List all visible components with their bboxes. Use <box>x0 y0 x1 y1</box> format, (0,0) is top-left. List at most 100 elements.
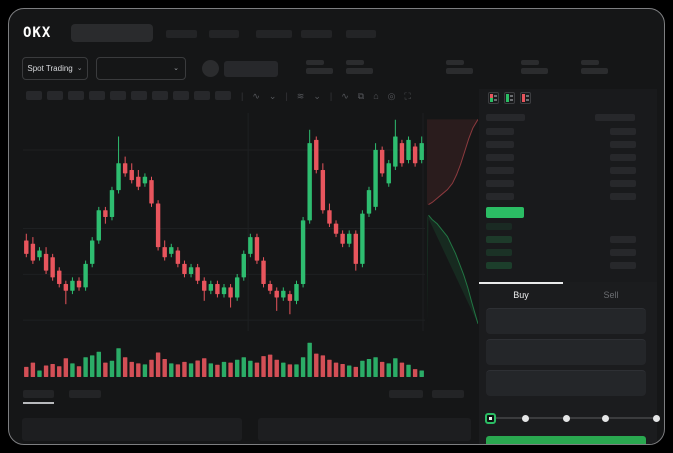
volume-bar <box>294 364 299 377</box>
ask-row-3-price[interactable] <box>486 167 514 174</box>
bottom-action-left[interactable] <box>389 390 423 398</box>
interval-button-5[interactable] <box>131 91 147 100</box>
chevron-down-icon[interactable]: ⌄ <box>268 91 277 101</box>
volume-chart <box>24 342 424 377</box>
tab-buy[interactable]: Buy <box>513 290 529 300</box>
bottom-action-right[interactable] <box>432 390 464 398</box>
volume-bar <box>320 355 326 377</box>
candle <box>379 149 385 174</box>
depth-chart[interactable] <box>427 113 478 326</box>
chevron-down-icon[interactable]: ⌄ <box>313 91 321 101</box>
candle <box>109 190 115 217</box>
ask-row-2-amount[interactable] <box>610 154 636 161</box>
candle <box>274 290 279 298</box>
pair-name-placeholder[interactable] <box>224 61 278 77</box>
ask-row-3-amount[interactable] <box>610 167 636 174</box>
last-price-badge[interactable] <box>486 207 524 218</box>
interval-button-7[interactable] <box>173 91 189 100</box>
slider-stop-2[interactable] <box>563 415 571 422</box>
volume-bar <box>307 342 312 377</box>
interval-button-6[interactable] <box>152 91 168 100</box>
candle <box>70 280 75 291</box>
divider: | <box>329 91 333 101</box>
candle-style-icon[interactable]: ∿ <box>252 91 260 101</box>
interval-button-1[interactable] <box>47 91 63 100</box>
ask-row-1-amount[interactable] <box>610 141 636 148</box>
orderbook-view-asks-icon[interactable] <box>520 92 531 104</box>
app-window: OKX Spot Trading ⌄ ⌄ | ∿ ⌄ | ≋ ⌄ | ∿ ⧉ ⌂ ◎ ⛶ Buy <box>8 8 665 445</box>
volume-bar <box>254 362 260 377</box>
volume-bar <box>122 357 128 377</box>
candle <box>347 233 352 244</box>
nav-item-3[interactable] <box>301 30 332 38</box>
buy-submit-button[interactable] <box>486 436 646 444</box>
bid-row-3-amount[interactable] <box>610 262 636 269</box>
orderbook-view-bids-icon[interactable] <box>504 92 515 104</box>
nav-item-1[interactable] <box>209 30 239 38</box>
candle <box>208 284 214 291</box>
nav-item-0[interactable] <box>166 30 197 38</box>
ask-row-5-price[interactable] <box>486 193 514 200</box>
chevron-down-icon: ⌄ <box>173 65 179 72</box>
compare-icon[interactable]: ⧉ <box>357 91 365 101</box>
market-type-selector[interactable]: Spot Trading ⌄ <box>22 57 88 80</box>
volume-bar <box>261 356 266 377</box>
volume-bar <box>340 364 345 377</box>
orderbook-view-both-icon[interactable] <box>488 92 499 104</box>
line-icon[interactable]: ∿ <box>341 91 349 101</box>
okx-logo[interactable]: OKX <box>23 25 52 41</box>
pair-selector[interactable]: ⌄ <box>96 57 186 80</box>
bid-row-1-price[interactable] <box>486 236 512 243</box>
volume-bar <box>175 364 181 377</box>
interval-button-8[interactable] <box>194 91 210 100</box>
volume-bar <box>406 364 411 377</box>
ask-row-2-price[interactable] <box>486 154 514 161</box>
bid-row-1-amount[interactable] <box>610 236 636 243</box>
bid-row-2-price[interactable] <box>486 249 512 256</box>
ask-row-4-amount[interactable] <box>610 180 636 187</box>
volume-bar <box>116 348 121 377</box>
interval-button-4[interactable] <box>110 91 126 100</box>
bid-row-3-price[interactable] <box>486 262 512 269</box>
search-input[interactable] <box>71 24 153 42</box>
slider-stop-4[interactable] <box>653 415 660 422</box>
slider-stop-1[interactable] <box>521 415 529 422</box>
bottom-tab-history[interactable] <box>69 390 101 398</box>
nav-item-2[interactable] <box>256 30 292 38</box>
candlestick-chart[interactable] <box>23 113 425 331</box>
amount-slider-track[interactable] <box>490 417 656 419</box>
candle <box>241 253 246 278</box>
bottom-tab-orders[interactable] <box>23 390 54 398</box>
candle <box>419 143 424 160</box>
snapshot-icon[interactable]: ⌂ <box>373 91 379 101</box>
indicators-icon[interactable]: ≋ <box>296 91 305 101</box>
trade-field-2[interactable] <box>486 370 646 396</box>
bid-row-2-amount[interactable] <box>610 249 636 256</box>
tab-sell[interactable]: Sell <box>603 290 619 300</box>
interval-button-2[interactable] <box>68 91 84 100</box>
trade-field-0[interactable] <box>486 308 646 334</box>
depth-ask-area <box>427 119 478 205</box>
volume-bar <box>30 362 36 377</box>
coin-icon[interactable] <box>202 60 219 77</box>
candle <box>103 210 108 217</box>
ask-row-0-amount[interactable] <box>610 128 636 135</box>
fullscreen-icon[interactable]: ⛶ <box>404 91 411 101</box>
settings-icon[interactable]: ◎ <box>387 91 396 101</box>
slider-stop-3[interactable] <box>601 415 609 422</box>
candle <box>89 240 95 264</box>
candle <box>366 190 372 214</box>
ask-row-0-price[interactable] <box>486 128 514 135</box>
nav-item-4[interactable] <box>346 30 376 38</box>
slider-handle[interactable] <box>485 413 496 424</box>
trade-field-1[interactable] <box>486 339 646 365</box>
ask-row-4-price[interactable] <box>486 180 514 187</box>
ask-row-5-amount[interactable] <box>610 193 636 200</box>
interval-button-3[interactable] <box>89 91 105 100</box>
candle <box>162 247 167 258</box>
volume-bar <box>188 363 194 377</box>
bid-row-0-price[interactable] <box>486 223 512 230</box>
interval-button-0[interactable] <box>26 91 42 100</box>
ask-row-1-price[interactable] <box>486 141 514 148</box>
interval-button-9[interactable] <box>215 91 231 100</box>
